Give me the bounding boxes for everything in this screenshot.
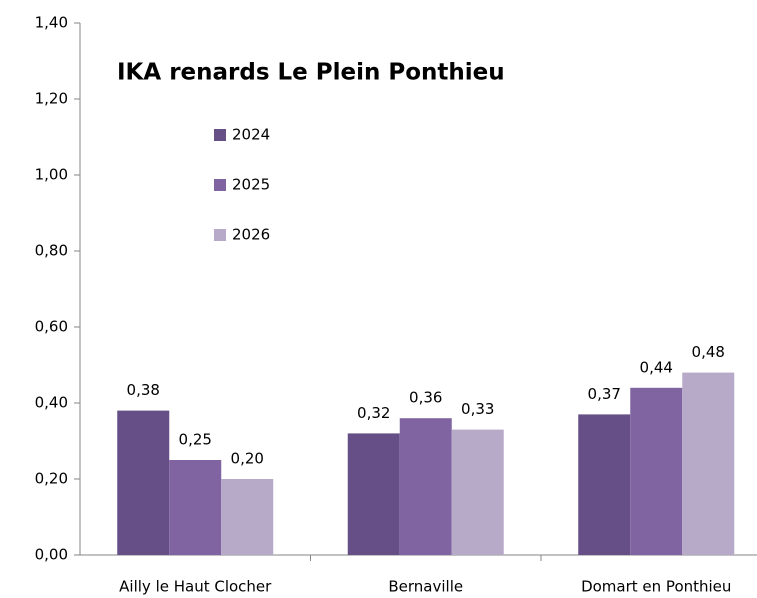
value-label: 0,32 bbox=[357, 404, 390, 422]
y-tick-label: 0,80 bbox=[35, 242, 68, 260]
bar bbox=[169, 460, 222, 555]
value-label: 0,48 bbox=[692, 343, 725, 361]
x-tick-label: Ailly le Haut Clocher bbox=[119, 578, 272, 596]
x-tick-label: Bernaville bbox=[388, 578, 463, 596]
legend-label: 2024 bbox=[232, 126, 270, 144]
x-tick-label: Domart en Ponthieu bbox=[581, 578, 731, 596]
legend-label: 2026 bbox=[232, 226, 270, 244]
bar bbox=[451, 429, 504, 555]
y-tick-label: 0,40 bbox=[35, 394, 68, 412]
bar bbox=[347, 433, 400, 555]
bar bbox=[117, 410, 170, 555]
y-tick-label: 0,20 bbox=[35, 470, 68, 488]
y-tick-label: 1,40 bbox=[35, 14, 68, 32]
value-label: 0,37 bbox=[588, 385, 621, 403]
value-label: 0,33 bbox=[461, 400, 494, 418]
value-label: 0,20 bbox=[231, 450, 264, 468]
value-label: 0,38 bbox=[127, 381, 160, 399]
chart-title: IKA renards Le Plein Ponthieu bbox=[117, 60, 505, 86]
bar bbox=[399, 418, 452, 555]
value-label: 0,44 bbox=[640, 358, 673, 376]
bar bbox=[221, 479, 274, 555]
y-tick-label: 1,00 bbox=[35, 166, 68, 184]
y-tick-label: 0,00 bbox=[35, 546, 68, 564]
legend-swatch bbox=[214, 129, 226, 141]
legend-swatch bbox=[214, 179, 226, 191]
bar bbox=[630, 387, 683, 555]
value-label: 0,25 bbox=[179, 431, 212, 449]
legend-label: 2025 bbox=[232, 176, 270, 194]
bar bbox=[682, 372, 735, 555]
bar bbox=[578, 414, 631, 555]
y-tick-label: 0,60 bbox=[35, 318, 68, 336]
y-tick-label: 1,20 bbox=[35, 90, 68, 108]
value-label: 0,36 bbox=[409, 389, 442, 407]
legend-swatch bbox=[214, 229, 226, 241]
